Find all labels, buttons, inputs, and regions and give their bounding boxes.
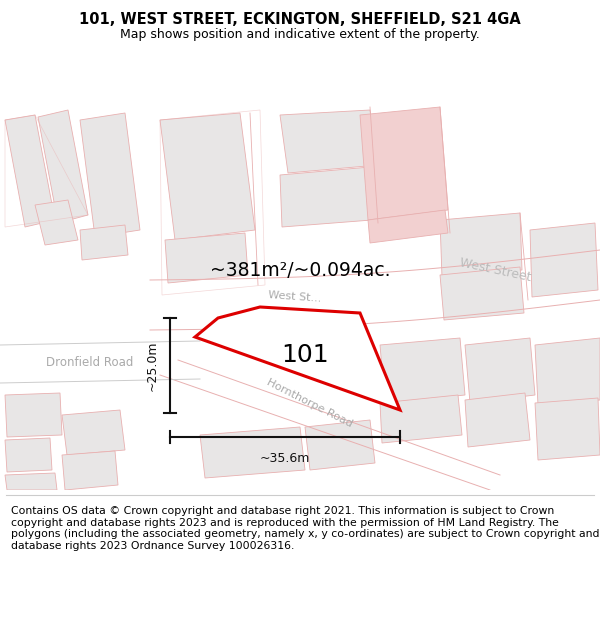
Polygon shape	[5, 393, 62, 437]
Text: ~35.6m: ~35.6m	[260, 452, 310, 466]
Text: West Street: West Street	[458, 256, 532, 284]
Polygon shape	[535, 398, 600, 460]
Polygon shape	[440, 213, 522, 277]
Text: Contains OS data © Crown copyright and database right 2021. This information is : Contains OS data © Crown copyright and d…	[11, 506, 599, 551]
Polygon shape	[200, 427, 305, 478]
Polygon shape	[440, 267, 524, 320]
Polygon shape	[80, 225, 128, 260]
Polygon shape	[195, 307, 400, 410]
Text: Dronfield Road: Dronfield Road	[46, 356, 134, 369]
Polygon shape	[368, 210, 448, 243]
Polygon shape	[5, 438, 52, 472]
Text: West St...: West St...	[268, 290, 322, 304]
Polygon shape	[62, 410, 125, 455]
Polygon shape	[150, 255, 600, 336]
Polygon shape	[530, 223, 598, 297]
Text: 101, WEST STREET, ECKINGTON, SHEFFIELD, S21 4GA: 101, WEST STREET, ECKINGTON, SHEFFIELD, …	[79, 12, 521, 27]
Text: ~25.0m: ~25.0m	[146, 340, 158, 391]
Polygon shape	[80, 113, 140, 237]
Polygon shape	[165, 233, 248, 283]
Polygon shape	[305, 420, 375, 470]
Polygon shape	[62, 451, 118, 490]
Polygon shape	[280, 110, 378, 173]
Polygon shape	[5, 473, 57, 490]
Polygon shape	[535, 338, 600, 405]
Polygon shape	[160, 113, 255, 240]
Text: Hornthorpe Road: Hornthorpe Road	[265, 377, 355, 429]
Polygon shape	[465, 338, 535, 403]
Polygon shape	[0, 340, 200, 385]
Text: ~381m²/~0.094ac.: ~381m²/~0.094ac.	[210, 261, 390, 279]
Polygon shape	[280, 167, 372, 227]
Polygon shape	[465, 393, 530, 447]
Polygon shape	[5, 115, 55, 227]
Polygon shape	[35, 200, 78, 245]
Polygon shape	[160, 360, 490, 485]
Polygon shape	[360, 107, 448, 220]
Text: 101: 101	[281, 343, 329, 367]
Polygon shape	[380, 338, 465, 403]
Polygon shape	[38, 110, 88, 223]
Text: Map shows position and indicative extent of the property.: Map shows position and indicative extent…	[120, 28, 480, 41]
Polygon shape	[380, 395, 462, 443]
